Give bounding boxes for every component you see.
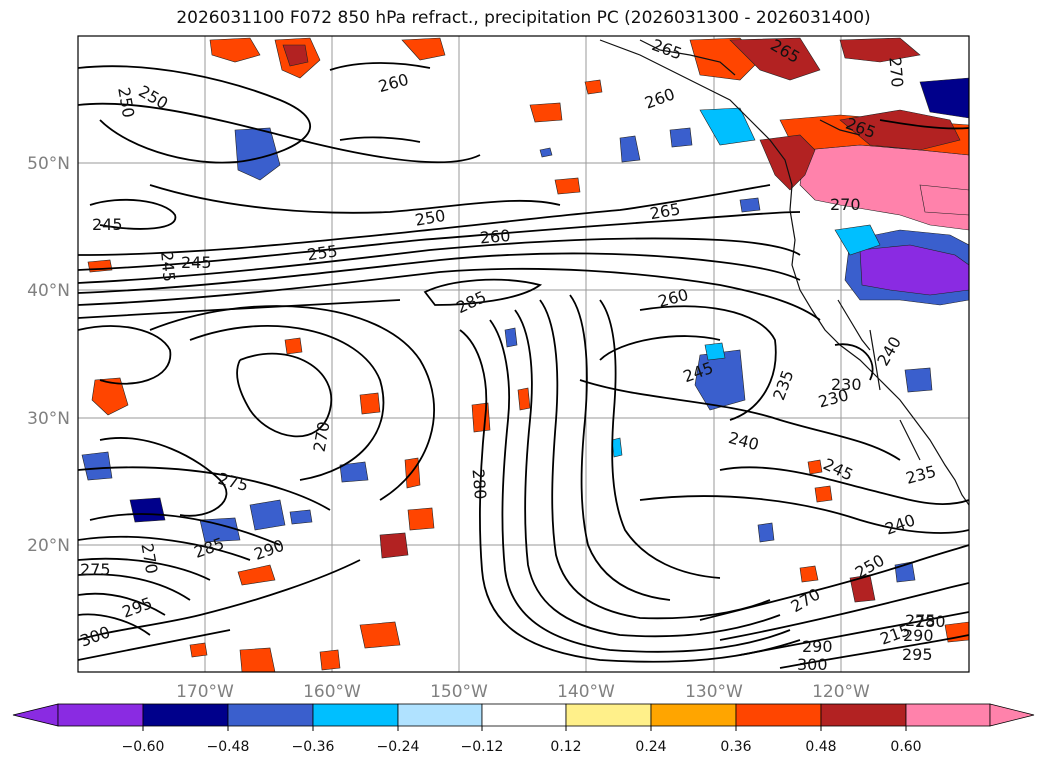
latitude-labels: 50°N 40°N 30°N 20°N [27,154,70,556]
lon-label-130w: 130°W [685,682,743,702]
longitude-labels: 170°W 160°W 150°W 140°W 130°W 120°W [176,682,870,702]
lon-label-160w: 160°W [303,682,361,702]
contour-label: 290 [903,626,934,645]
colorbar-tick-label: −0.24 [377,739,420,755]
colorbar-segment [142,703,229,727]
lon-label-140w: 140°W [557,682,615,702]
lon-label-170w: 170°W [176,682,234,702]
colorbar-tick-label: −0.48 [207,739,250,755]
colorbar-segment [565,703,652,727]
lat-label-30n: 30°N [27,409,70,429]
colorbar-tick-label: 0.12 [550,739,581,755]
contour-label: 255 [306,241,339,264]
graticule [78,36,969,672]
map-frame [77,35,970,673]
colorbar-tick-label: 0.24 [635,739,666,755]
colorbar-ticks [142,726,907,731]
contour-label: 270 [830,195,861,214]
colorbar-segment [820,703,907,727]
colorbar-tick-label: 0.48 [805,739,836,755]
lat-label-20n: 20°N [27,536,70,556]
colorbar-extend-high [989,703,1035,727]
colorbar-extend-low [12,703,59,727]
coastlines [599,39,969,506]
colorbar-segment [481,703,567,727]
precipitation-shading [81,37,969,672]
colorbar-labels: −0.60 −0.48 −0.36 −0.24 −0.12 0.12 0.24 … [122,739,922,755]
colorbar-tick-label: 0.36 [720,739,751,755]
contour-label: 295 [902,645,933,664]
contour-label: 280 [468,468,490,500]
colorbar-tick-label: 0.60 [890,739,921,755]
colorbar-segment [650,703,737,727]
contour-label: 275 [905,611,936,630]
contour-label: 260 [479,226,511,248]
contour-label: 270 [885,56,907,88]
contour-label: 290 [802,637,833,656]
contour-label: 230 [831,375,862,394]
contour-label: 280 [915,612,946,631]
contour-label: 245 [92,215,123,234]
lon-label-150w: 150°W [430,682,488,702]
lon-label-120w: 120°W [812,682,870,702]
colorbar-segment [57,703,144,727]
colorbar-segment [227,703,314,727]
colorbar-tick-label: −0.36 [292,739,335,755]
contour-label: 275 [80,560,111,579]
colorbar-tick-label: −0.60 [122,739,165,755]
refractivity-contours [78,62,969,669]
lat-label-50n: 50°N [27,154,70,174]
lat-label-40n: 40°N [27,281,70,301]
colorbar-segment [735,703,822,727]
colorbar-segment [397,703,483,727]
colorbar-tick-label: −0.12 [461,739,504,755]
colorbar [12,703,1035,727]
contour-label: 245 [181,253,212,272]
contour-label: 300 [797,655,828,674]
colorbar-segment [905,703,991,727]
contour-label: 245 [157,251,179,283]
colorbar-segment [312,703,399,727]
map-title: 2026031100 F072 850 hPa refract., precip… [176,8,871,28]
